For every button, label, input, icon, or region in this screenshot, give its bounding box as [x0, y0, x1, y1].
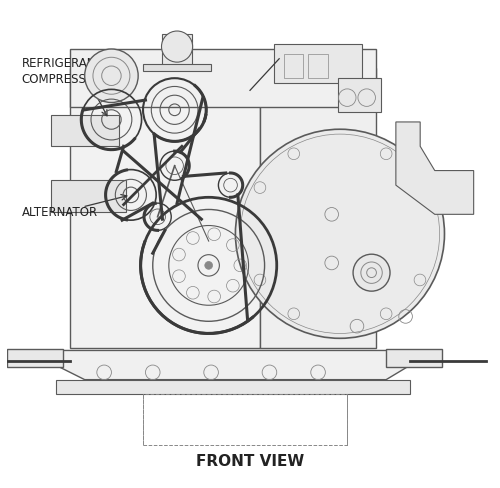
Bar [7, 349, 63, 368]
Bar [274, 45, 362, 84]
Polygon shape [56, 380, 410, 394]
Bar [386, 349, 442, 368]
Text: REFRIGERANT
COMPRESSOR: REFRIGERANT COMPRESSOR [22, 57, 103, 86]
Circle shape [84, 50, 138, 103]
Bar [162, 35, 192, 69]
Bar [143, 394, 347, 446]
Bar [308, 55, 328, 79]
Bar [143, 64, 211, 72]
Text: FRONT VIEW: FRONT VIEW [196, 453, 304, 468]
Bar [50, 116, 118, 147]
Bar [284, 55, 304, 79]
Bar [70, 50, 376, 108]
Circle shape [205, 262, 212, 270]
Circle shape [162, 32, 192, 63]
Bar [338, 79, 382, 113]
Polygon shape [70, 69, 260, 348]
Text: ALTERNATOR: ALTERNATOR [22, 205, 98, 218]
Circle shape [353, 255, 390, 291]
Bar [50, 181, 126, 212]
Polygon shape [396, 122, 473, 215]
Circle shape [236, 130, 444, 339]
Polygon shape [260, 69, 376, 348]
Text: 1: 1 [282, 47, 288, 57]
Polygon shape [56, 351, 410, 380]
